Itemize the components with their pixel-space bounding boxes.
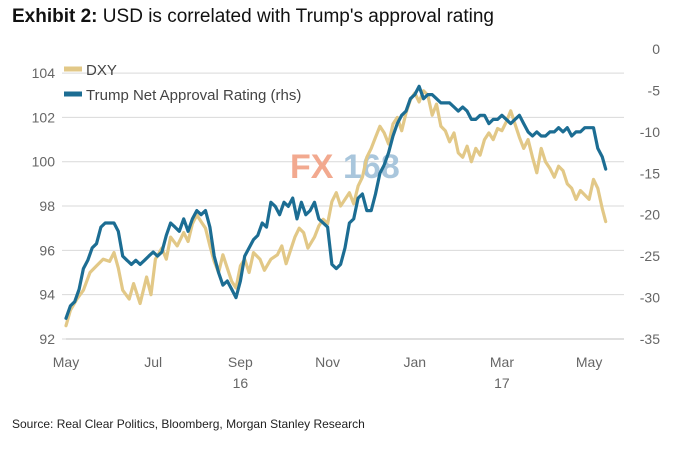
legend-label-approval: Trump Net Approval Rating (rhs) bbox=[86, 87, 301, 104]
y-left-tick-100: 100 bbox=[32, 154, 56, 170]
y-left-tick-102: 102 bbox=[32, 109, 56, 125]
chart-title: Exhibit 2: USD is correlated with Trump'… bbox=[12, 6, 494, 28]
watermark-168: 168 bbox=[343, 148, 400, 186]
y-right-tick-15: -15 bbox=[640, 165, 660, 181]
y-right-tick-5: -5 bbox=[648, 82, 661, 98]
x-tick-1: Jul bbox=[144, 354, 162, 370]
series-line-approval bbox=[64, 84, 608, 320]
gridlines bbox=[62, 72, 624, 340]
exhibit-label: Exhibit 2: bbox=[12, 6, 98, 27]
x-tick-6: May bbox=[576, 354, 602, 370]
y-right-tick-35: -35 bbox=[640, 331, 660, 347]
title-text: USD is correlated with Trump's approval … bbox=[102, 6, 494, 27]
legend-label-dxy: DXY bbox=[86, 62, 117, 79]
x-tick-4: Jan bbox=[403, 354, 426, 370]
x-year-16: 16 bbox=[233, 375, 249, 391]
x-tick-0: May bbox=[53, 354, 79, 370]
series-lines bbox=[64, 84, 608, 328]
x-tick-5: Mar bbox=[490, 354, 514, 370]
y-right-tick-25: -25 bbox=[640, 248, 660, 264]
y-left-tick-104: 104 bbox=[32, 65, 56, 81]
x-tick-2: Sep bbox=[228, 354, 253, 370]
y-left-tick-94: 94 bbox=[39, 287, 55, 303]
source-note: Source: Real Clear Politics, Bloomberg, … bbox=[12, 417, 365, 431]
watermark-fx: FX bbox=[290, 148, 334, 186]
y-axis-left: 92 94 96 98 100 102 104 bbox=[32, 65, 56, 347]
y-left-tick-92: 92 bbox=[39, 331, 55, 347]
y-right-tick-30: -30 bbox=[640, 290, 660, 306]
y-left-tick-98: 98 bbox=[39, 198, 55, 214]
y-right-tick-0: 0 bbox=[652, 41, 660, 57]
y-right-tick-20: -20 bbox=[640, 207, 660, 223]
x-year-17: 17 bbox=[494, 375, 510, 391]
legend: DXY Trump Net Approval Rating (rhs) bbox=[64, 62, 301, 104]
y-left-tick-96: 96 bbox=[39, 242, 55, 258]
x-axis: May Jul Sep Nov Jan Mar May 16 17 bbox=[53, 338, 624, 391]
y-right-tick-10: -10 bbox=[640, 124, 660, 140]
x-tick-3: Nov bbox=[315, 354, 340, 370]
series-line-dxy bbox=[64, 89, 608, 328]
y-axis-right: 0 -5 -10 -15 -20 -25 -30 -35 bbox=[640, 41, 660, 347]
